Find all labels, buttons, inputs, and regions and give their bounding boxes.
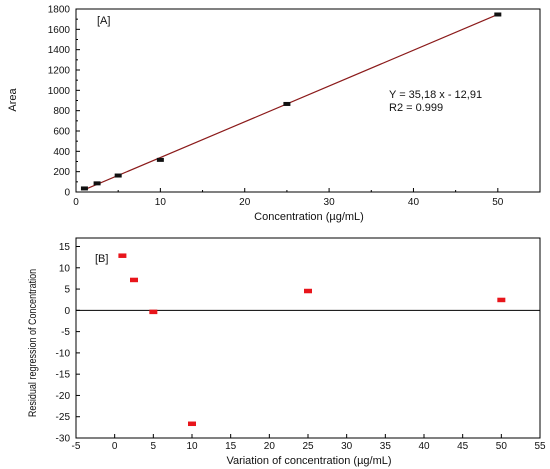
panel-b-x-tick-label: -5 <box>72 441 81 452</box>
panel-b-x-axis-label: Variation of concentration (µg/mL) <box>226 455 391 467</box>
panel-a-points <box>80 12 502 191</box>
panel-a-y-tick-label: 1400 <box>48 45 71 56</box>
panel-b-data-point <box>497 297 506 303</box>
panel-a-fit-line-group <box>84 13 499 191</box>
panel-a-data-point <box>93 181 101 186</box>
panel-a-x-tick-label: 30 <box>324 197 336 208</box>
panel-b-x-ticks: -5 0 5 10 15 20 25 30 35 40 45 50 55 <box>72 434 546 452</box>
panel-b: [B] -5 0 5 10 15 20 25 30 35 40 45 50 55 151050-5-10… <box>27 237 546 467</box>
panel-a-y-tick-label: 600 <box>53 127 70 138</box>
panel-b-y-tick-label: -25 <box>56 412 71 423</box>
panel-a-data-point <box>156 157 164 162</box>
panel-a-x-tick-label: 50 <box>492 197 504 208</box>
panel-a-y-tick-label: 800 <box>53 106 70 117</box>
panel-b-y-tick-label: -5 <box>61 327 70 338</box>
panel-b-y-tick-label: 10 <box>59 263 71 274</box>
panel-a-y-tick-label: 400 <box>53 147 70 158</box>
panel-b-y-tick-label: 15 <box>59 242 71 253</box>
panel-b-y-tick-label: 0 <box>64 306 70 317</box>
panel-b-frame <box>75 237 541 439</box>
panel-b-data-point <box>304 288 312 294</box>
panel-a-y-tick-label: 1000 <box>48 86 71 97</box>
panel-a-x-axis-label: Concentration (µg/mL) <box>254 211 364 223</box>
panel-b-y-tick-label: -20 <box>56 391 71 402</box>
panel-a-data-point <box>283 101 291 106</box>
panel-a-equation: Y = 35,18 x - 12,91 <box>389 89 482 101</box>
panel-b-y-ticks: 15 10 5 0 -5 -10 -15 -20 -25 -30 <box>56 242 80 445</box>
panel-b-x-tick-label: 20 <box>264 441 276 452</box>
panel-a-y-tick-label: 1200 <box>48 66 71 77</box>
panel-a-y-ticks: 0 200 400 600 800 1000 1200 1400 1600 1800 <box>48 5 80 199</box>
panel-b-data-point <box>188 421 196 427</box>
panel-b-label: [B] <box>95 253 108 265</box>
panel-a-x-tick-label: 0 <box>73 197 79 208</box>
panel-b-x-tick-label: 50 <box>496 441 508 452</box>
panel-b-data-point <box>130 277 138 283</box>
panel-a: [A] 0 10 20 30 40 50 0 200 400 600 800 1000 1200 140… <box>7 5 541 223</box>
panel-a-data-point <box>80 186 88 191</box>
panel-b-x-tick-label: 30 <box>341 441 353 452</box>
panel-a-x-tick-label: 40 <box>408 197 420 208</box>
panel-b-x-tick-label: 55 <box>534 441 546 452</box>
panel-a-label: [A] <box>97 15 110 27</box>
panel-a-y-tick-label: 200 <box>53 167 70 178</box>
panel-b-y-axis-label: Residual regression of Concentration <box>27 269 39 417</box>
panel-a-x-tick-label: 20 <box>239 197 251 208</box>
panel-a-y-tick-label: 0 <box>64 188 70 199</box>
panel-a-y-axis-label: Area <box>7 88 19 112</box>
panel-b-x-tick-label: 0 <box>112 441 118 452</box>
panel-a-data-point <box>114 173 122 178</box>
panel-b-x-tick-label: 10 <box>186 441 198 452</box>
panel-b-y-tick-label: 5 <box>64 285 70 296</box>
panel-b-x-tick-label: 25 <box>302 441 314 452</box>
panel-b-data-point <box>149 309 158 315</box>
panel-b-x-tick-label: 40 <box>418 441 430 452</box>
panel-a-r2: R2 = 0.999 <box>389 102 443 114</box>
panel-b-x-tick-label: 5 <box>151 441 157 452</box>
panel-b-x-tick-label: 15 <box>225 441 237 452</box>
panel-b-data-point <box>118 253 127 258</box>
panel-b-y-tick-label: -15 <box>56 370 71 381</box>
panel-b-y-tick-label: -10 <box>56 348 71 359</box>
panel-b-x-tick-label: 45 <box>457 441 469 452</box>
panel-b-points <box>118 253 506 427</box>
panel-a-fit-line <box>84 13 499 191</box>
panel-b-x-tick-label: 35 <box>380 441 392 452</box>
panel-a-x-ticks: 0 10 20 30 40 50 <box>73 188 504 208</box>
panel-a-y-tick-label: 1600 <box>48 25 71 36</box>
panel-a-y-tick-label: 1800 <box>48 5 71 16</box>
panel-a-data-point <box>494 12 502 17</box>
panel-b-y-tick-label: -30 <box>56 434 71 445</box>
panel-a-x-tick-label: 10 <box>155 197 167 208</box>
